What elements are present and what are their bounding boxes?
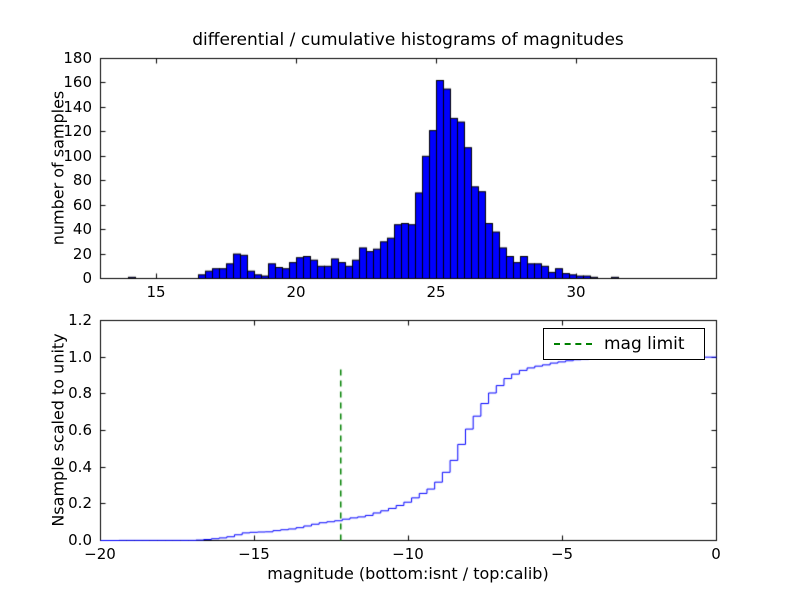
figure-title: differential / cumulative histograms of … bbox=[192, 30, 624, 50]
bottom-y-tick-label: 1.0 bbox=[68, 347, 92, 366]
top-y-tick-label: 0 bbox=[82, 269, 92, 287]
bottom-y-tick-label: 1.2 bbox=[68, 311, 92, 329]
top-y-tick-label: 80 bbox=[72, 171, 92, 190]
bottom-y-tick-label: 0.0 bbox=[68, 531, 92, 549]
bottom-y-tick-label: 0.8 bbox=[68, 384, 92, 403]
top-y-tick-label: 160 bbox=[63, 73, 92, 92]
top-y-tick-label: 20 bbox=[72, 244, 92, 263]
bottom-x-tick-label: −5 bbox=[550, 545, 574, 563]
x-axis-label: magnitude (bottom:isnt / top:calib) bbox=[267, 564, 549, 583]
legend: mag limit bbox=[543, 328, 705, 360]
top-y-tick-label: 140 bbox=[63, 97, 92, 116]
top-y-tick-label: 40 bbox=[72, 220, 92, 239]
top-y-tick-label: 100 bbox=[63, 146, 92, 165]
top-x-tick-label: 20 bbox=[286, 283, 306, 301]
bottom-x-tick-label: −15 bbox=[238, 545, 270, 563]
top-x-tick-label: 30 bbox=[566, 283, 586, 301]
bottom-y-tick-label: 0.2 bbox=[68, 494, 92, 513]
bottom-x-tick-label: −10 bbox=[392, 545, 424, 563]
top-y-tick-label: 180 bbox=[63, 49, 92, 67]
top-x-tick-label: 15 bbox=[146, 283, 166, 301]
top-x-tick-label: 25 bbox=[426, 283, 446, 301]
legend-label: mag limit bbox=[604, 334, 685, 354]
mag-limit-dashed-line-sample bbox=[554, 343, 592, 345]
top-y-tick-label: 120 bbox=[63, 122, 92, 141]
bottom-y-tick-label: 0.6 bbox=[68, 421, 92, 439]
bottom-y-tick-label: 0.4 bbox=[68, 457, 92, 476]
bottom-x-tick-label: 0 bbox=[711, 545, 721, 563]
top-y-tick-label: 60 bbox=[72, 195, 92, 214]
bottom-x-tick-label: −20 bbox=[84, 545, 116, 563]
